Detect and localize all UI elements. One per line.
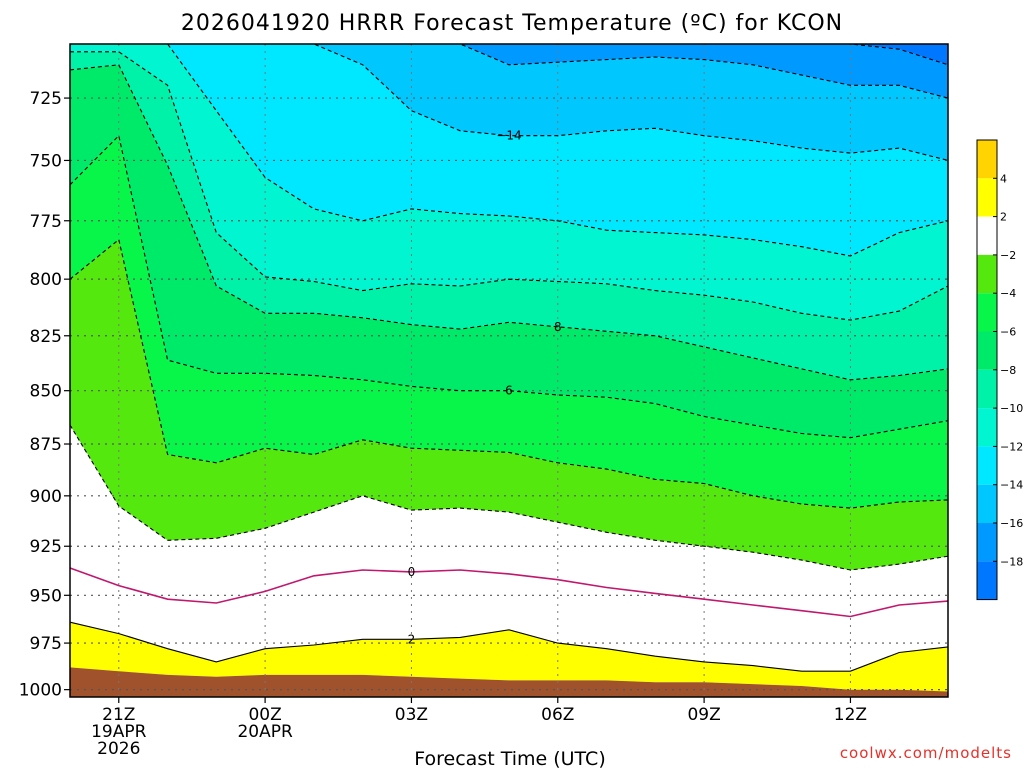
credit-link[interactable]: coolwx.com/modelts <box>840 744 1012 762</box>
colorbar-swatch <box>977 216 997 255</box>
band-m6-to-m4 <box>70 135 948 509</box>
colorbar-tick-label: −10 <box>1000 402 1023 415</box>
isotherm-label: 8 <box>554 320 562 334</box>
colorbar-tick-label: −12 <box>1000 440 1023 453</box>
colorbar-tick-label: −8 <box>1000 364 1016 377</box>
plot-area: 2 0 6 8 −14 <box>69 43 949 697</box>
isotherm-label: 6 <box>505 384 513 398</box>
isotherm-label: 2 <box>408 632 416 646</box>
band-m8-to-m6 <box>70 64 948 438</box>
colorbar-swatch <box>977 331 997 370</box>
isotherm-2 <box>69 621 949 672</box>
band-m2-to-2 <box>70 425 948 672</box>
x-tick-label: 00Z <box>248 705 281 725</box>
isotherm-m8 <box>69 64 949 381</box>
isotherm-m12 <box>70 43 949 257</box>
band-m16-to-m14 <box>70 44 948 161</box>
axes: 725 750 775 800 825 850 875 900 925 950 975 1000 21Z… <box>19 43 949 759</box>
band-m4-to-m2 <box>70 239 948 570</box>
isotherm-0 <box>69 567 949 618</box>
y-tick-label: 775 <box>30 212 62 232</box>
y-tick-label: 850 <box>30 382 62 402</box>
colorbar-tick-label: −6 <box>1000 326 1016 339</box>
colorbar: 4 2 −2 −4 −6 −8 −10 −12 −14 −16 −18 <box>976 139 1023 601</box>
y-tick-label: 1000 <box>19 681 62 701</box>
colorbar-tick-label: −2 <box>1000 249 1016 262</box>
y-tick-label: 875 <box>30 435 62 455</box>
x-tick-label: 19APR <box>91 722 147 742</box>
colorbar-tick-label: 4 <box>1000 172 1007 185</box>
colorbar-swatch <box>977 140 997 179</box>
x-tick-label: 03Z <box>395 705 428 725</box>
colorbar-swatch <box>977 178 997 217</box>
colorbar-tick-label: −16 <box>1000 517 1023 530</box>
colorbar-swatch <box>977 369 997 409</box>
y-tick-label: 925 <box>30 537 62 557</box>
band-m18-to-m16 <box>70 44 948 99</box>
chart-title: 2026041920 HRRR Forecast Temperature (ºC… <box>181 11 843 36</box>
colorbar-tick-label: 2 <box>1000 211 1007 224</box>
band-2-to-4 <box>70 622 948 692</box>
isotherm-m10 <box>70 51 949 321</box>
x-tick-label: 12Z <box>834 705 867 725</box>
y-tick-label: 900 <box>30 487 62 507</box>
x-tick-label: 21Z <box>102 705 135 725</box>
isotherm-m6 <box>69 134 949 439</box>
plot-frame <box>69 43 949 698</box>
isotherm-m2 <box>69 424 949 571</box>
colorbar-swatch <box>977 523 997 562</box>
y-tick-label: 750 <box>30 151 62 171</box>
y-tick-label: 800 <box>30 270 62 290</box>
y-tick-label: 950 <box>30 586 62 606</box>
colorbar-tick-label: −14 <box>1000 479 1023 492</box>
isotherm-m4 <box>69 238 949 509</box>
colorbar-tick-label: −18 <box>1000 555 1023 568</box>
colorbar-tick-label: −4 <box>1000 287 1016 300</box>
isotherm-label: 0 <box>408 565 416 579</box>
colorbar-swatch <box>977 293 997 332</box>
y-tick-label: 725 <box>30 89 62 109</box>
band-m10-to-m8 <box>70 51 948 380</box>
colorbar-swatch <box>977 446 997 485</box>
y-tick-label: 975 <box>30 634 62 654</box>
band-m12-to-m10 <box>70 44 948 321</box>
x-tick-label: 20APR <box>237 722 293 742</box>
band-m14-to-m12 <box>70 44 948 256</box>
x-tick-label: 2026 <box>97 739 140 759</box>
isotherm-label: −14 <box>496 129 521 143</box>
x-tick-label: 09Z <box>687 705 720 725</box>
x-tick-label: 06Z <box>541 705 574 725</box>
colorbar-swatch <box>977 254 997 294</box>
colorbar-swatch <box>977 561 997 600</box>
colorbar-swatch <box>977 408 997 447</box>
isotherm-m16 <box>70 43 949 99</box>
isotherm-m14 <box>70 43 949 161</box>
x-axis-label: Forecast Time (UTC) <box>414 748 605 768</box>
colorbar-swatch <box>977 484 997 523</box>
y-tick-label: 825 <box>30 327 62 347</box>
